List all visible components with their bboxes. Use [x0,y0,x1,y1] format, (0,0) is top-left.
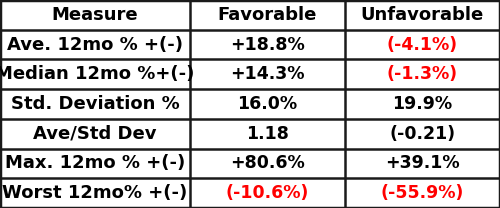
Text: (-55.9%): (-55.9%) [381,184,464,202]
Text: Unfavorable: Unfavorable [361,6,484,24]
Text: (-1.3%): (-1.3%) [387,65,458,83]
Text: +18.8%: +18.8% [230,36,305,54]
Text: (-10.6%): (-10.6%) [226,184,309,202]
Text: Ave/Std Dev: Ave/Std Dev [33,125,157,143]
Text: Favorable: Favorable [218,6,317,24]
Text: +80.6%: +80.6% [230,154,305,172]
Text: Max. 12mo % +(-): Max. 12mo % +(-) [5,154,185,172]
Text: Median 12mo %+(-): Median 12mo %+(-) [0,65,194,83]
Text: Ave. 12mo % +(-): Ave. 12mo % +(-) [7,36,183,54]
Text: +14.3%: +14.3% [230,65,305,83]
Text: (-0.21): (-0.21) [390,125,456,143]
Text: Worst 12mo% +(-): Worst 12mo% +(-) [2,184,188,202]
Text: Std. Deviation %: Std. Deviation % [10,95,179,113]
Text: +39.1%: +39.1% [385,154,460,172]
Text: 19.9%: 19.9% [392,95,452,113]
Text: Measure: Measure [52,6,139,24]
Text: 16.0%: 16.0% [238,95,298,113]
Text: (-4.1%): (-4.1%) [387,36,458,54]
Text: 1.18: 1.18 [246,125,289,143]
